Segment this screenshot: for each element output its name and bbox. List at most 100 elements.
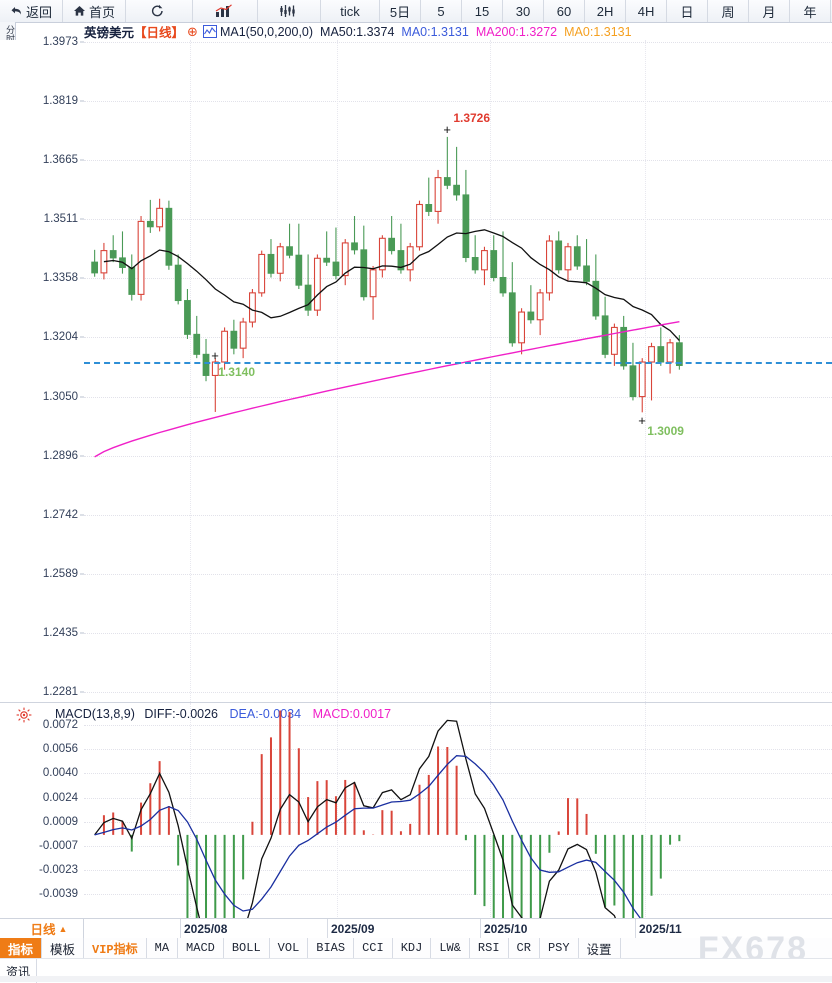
tab-macd-label: MACD: [186, 941, 215, 955]
macd-gridline: [84, 749, 832, 751]
macd-gridline: [84, 870, 832, 872]
tab-indicator-label: 指标: [8, 942, 34, 957]
tab-psy-label: PSY: [547, 941, 570, 955]
candle-body: [211, 361, 219, 377]
period-5min-button[interactable]: 5: [421, 0, 463, 22]
macd-series: [94, 710, 681, 919]
tabbar-fill: [621, 938, 832, 958]
candle-body: [174, 264, 182, 302]
price-axis-tickmark: [80, 218, 84, 220]
candle-body: [360, 249, 368, 298]
tab-vol[interactable]: VOL: [270, 938, 309, 958]
macd-axis-tick: 0.0072: [42, 719, 78, 731]
price-chart-panel[interactable]: 1.3973 1.3819 1.3665 1.3511 1.3358 1.3204 1.30…: [0, 36, 832, 702]
tab-cci[interactable]: CCI: [354, 938, 393, 958]
candlestick-button[interactable]: [258, 0, 322, 22]
candle-body: [629, 365, 637, 398]
period-60min-button[interactable]: 60: [544, 0, 586, 22]
tab-lw[interactable]: LW&: [431, 938, 470, 958]
candle-body: [397, 250, 405, 271]
bar-chart-icon: [215, 4, 233, 18]
tab-template-label: 模板: [50, 942, 76, 957]
candle-body: [453, 184, 460, 196]
macd-gridline: [84, 773, 832, 775]
news-tab[interactable]: 资讯: [0, 959, 37, 983]
period-4h-button[interactable]: 4H: [626, 0, 668, 22]
chart-type-button[interactable]: [193, 0, 259, 22]
tab-bias[interactable]: BIAS: [308, 938, 355, 958]
period-selector[interactable]: 日线 ▲: [15, 919, 84, 938]
candle-body: [583, 265, 590, 282]
candle-body: [564, 246, 572, 271]
tab-template[interactable]: 模板: [42, 938, 85, 958]
tab-boll[interactable]: BOLL: [224, 938, 270, 958]
price-gridline: [84, 101, 832, 103]
home-button[interactable]: 首页: [63, 0, 127, 22]
macd-axis-tick: -0.0007: [38, 840, 78, 852]
tab-rsi[interactable]: RSI: [470, 938, 509, 958]
period-year-button[interactable]: 年: [790, 0, 832, 22]
candle-body: [137, 220, 145, 295]
tab-ma[interactable]: MA: [147, 938, 179, 958]
price-axis: 1.3973 1.3819 1.3665 1.3511 1.3358 1.3204 1.30…: [0, 36, 84, 702]
date-axis-separator: [635, 919, 636, 938]
period-month-button[interactable]: 月: [749, 0, 791, 22]
ma0-value: MA0:1.3131: [401, 24, 469, 39]
tab-kdj[interactable]: KDJ: [393, 938, 432, 958]
price-axis-tick: 1.3511: [43, 213, 78, 226]
tab-indicator[interactable]: 指标: [0, 938, 43, 958]
candle-body: [443, 177, 451, 186]
candle-body: [416, 203, 423, 248]
back-button[interactable]: 返回: [0, 0, 64, 22]
tab-rsi-label: RSI: [477, 941, 500, 955]
candle-body: [388, 237, 396, 252]
period-15min-button[interactable]: 15: [462, 0, 504, 22]
crosshair-icon[interactable]: ⊕: [187, 23, 198, 39]
sun-settings-icon[interactable]: [16, 707, 32, 723]
period-15min-label: 15: [474, 3, 490, 19]
swing-high-label: 1.3726: [453, 110, 491, 125]
period-30min-button[interactable]: 30: [503, 0, 545, 22]
tab-ma-label: MA: [154, 941, 170, 955]
candle-body: [146, 220, 154, 228]
macd-panel[interactable]: MACD(13,8,9) DIFF:-0.0026 DEA:-0.0034 MA…: [0, 702, 832, 919]
refresh-button[interactable]: [126, 0, 194, 22]
price-axis-tick: 1.3973: [42, 36, 78, 48]
price-vertical-gridline: [190, 40, 191, 702]
refresh-icon: [150, 4, 165, 18]
candle-body: [675, 342, 683, 366]
candle-body: [313, 257, 321, 311]
candle-body: [184, 300, 191, 335]
tab-psy[interactable]: PSY: [540, 938, 579, 958]
macd-diff-value: DIFF:-0.0026: [144, 707, 219, 721]
period-5day-button[interactable]: 5日: [380, 0, 422, 22]
period-week-label: 周: [721, 4, 735, 20]
candle-body: [286, 246, 293, 256]
candle-body: [128, 267, 136, 295]
tab-settings[interactable]: 设置: [579, 938, 621, 958]
period-selector-label: 日线: [30, 923, 56, 937]
macd-legend-row: MACD(13,8,9) DIFF:-0.0026 DEA:-0.0034 MA…: [55, 707, 391, 721]
price-line-label: 1.3140: [218, 365, 255, 379]
tab-vip-indicator[interactable]: VIP指标: [84, 938, 147, 958]
period-week-button[interactable]: 周: [708, 0, 750, 22]
tab-bias-label: BIAS: [316, 941, 346, 955]
candle-body: [545, 240, 553, 294]
date-axis-separator: [480, 919, 481, 938]
tab-macd[interactable]: MACD: [178, 938, 224, 958]
candle-body: [527, 311, 535, 321]
candle-body: [425, 204, 433, 212]
chart-period-label: 【日线】: [134, 26, 185, 40]
candle-body: [267, 253, 275, 274]
top-toolbar: 返回 首页: [0, 0, 832, 23]
tab-cr[interactable]: CR: [509, 938, 540, 958]
candle-body: [648, 346, 655, 363]
tick-button[interactable]: tick: [321, 0, 381, 22]
period-2h-button[interactable]: 2H: [585, 0, 627, 22]
price-gridline: [84, 396, 832, 398]
period-day-button[interactable]: 日: [667, 0, 709, 22]
price-gridline: [84, 337, 832, 339]
candle-body: [221, 330, 229, 363]
line-chart-icon[interactable]: [202, 25, 217, 38]
date-axis-tick: 2025/08: [184, 922, 228, 936]
